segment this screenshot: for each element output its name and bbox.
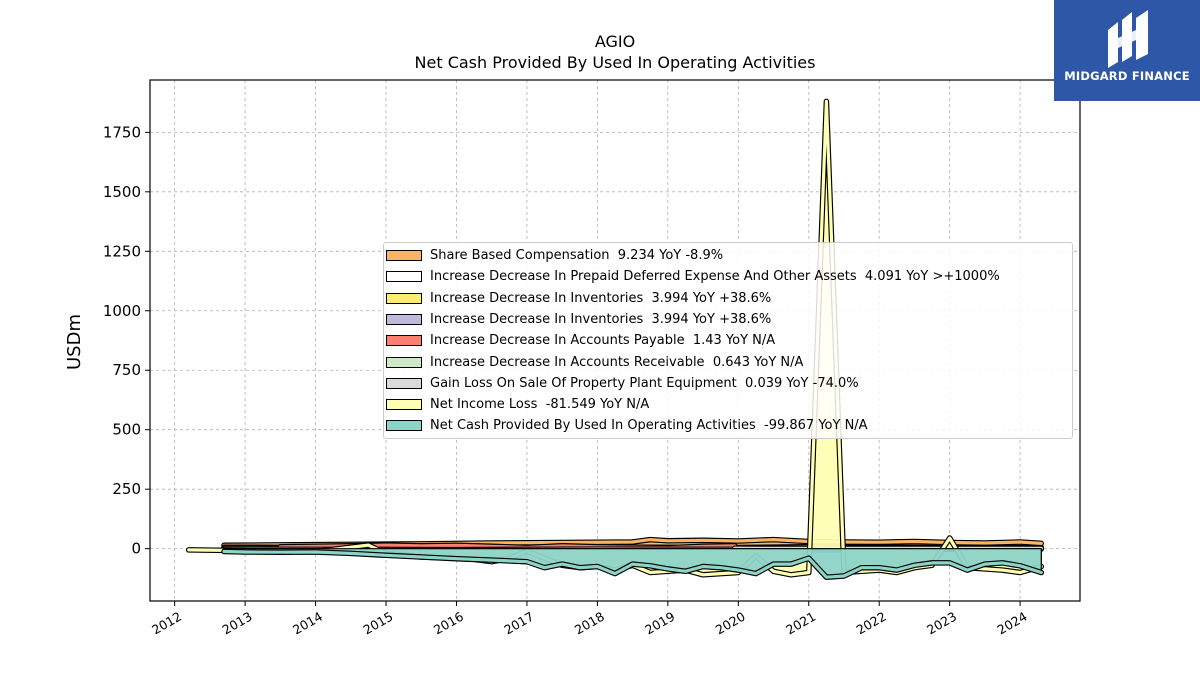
legend-label: Share Based Compensation 9.234 YoY -8.9% [430, 248, 724, 263]
legend-label: Increase Decrease In Inventories 3.994 Y… [430, 290, 772, 306]
x-tick-label: 2015 [360, 609, 395, 638]
x-tick-label: 2022 [854, 609, 889, 638]
legend-item: Increase Decrease In Prepaid Deferred Ex… [386, 266, 1000, 287]
legend-swatch [386, 292, 422, 304]
series-line [222, 549, 1043, 579]
series-layer [185, 98, 1045, 580]
chart-subtitle: Net Cash Provided By Used In Operating A… [415, 53, 816, 72]
y-tick-label: 500 [112, 421, 141, 439]
legend-item: Share Based Compensation 9.234 YoY -8.9% [386, 245, 723, 266]
x-tick-label: 2023 [924, 609, 959, 638]
legend-item: Net Income Loss -81.549 YoY N/A [386, 394, 649, 415]
chart-title: AGIO [595, 32, 635, 51]
legend-item: Increase Decrease In Accounts Receivable… [386, 352, 803, 373]
legend-swatch [386, 250, 422, 261]
y-tick-label: 1000 [103, 302, 141, 320]
y-tick-label: 1250 [103, 242, 141, 260]
x-tick-label: 2014 [290, 609, 325, 638]
legend: Share Based Compensation 9.234 YoY -8.9%… [383, 242, 1073, 439]
y-tick-label: 750 [112, 361, 141, 379]
y-axis-label: USDm [64, 314, 85, 370]
y-tick-label: 1750 [103, 123, 141, 141]
legend-label: Increase Decrease In Inventories 3.994 Y… [430, 311, 772, 327]
x-tick-label: 2019 [642, 609, 677, 638]
legend-swatch [386, 335, 422, 347]
legend-label: Increase Decrease In Accounts Payable 1.… [430, 333, 776, 349]
legend-item: Increase Decrease In Inventories 3.994 Y… [386, 288, 771, 309]
legend-item: Increase Decrease In Inventories 3.994 Y… [386, 309, 771, 330]
x-tick-label: 2020 [713, 609, 748, 638]
x-tick-label: 2016 [431, 609, 466, 638]
plot-frame [149, 79, 1081, 602]
legend-item: Net Cash Provided By Used In Operating A… [386, 415, 868, 436]
brand-name: MIDGARD FINANCE [1064, 69, 1190, 83]
brand-logo: MIDGARD FINANCE [1054, 0, 1200, 101]
legend-swatch [386, 313, 422, 325]
series-8 [221, 548, 1045, 580]
legend-item: Gain Loss On Sale Of Property Plant Equi… [386, 373, 859, 394]
legend-label: Net Cash Provided By Used In Operating A… [430, 418, 868, 434]
legend-label: Net Income Loss -81.549 YoY N/A [430, 397, 650, 413]
x-tick-label: 2017 [501, 609, 536, 638]
x-tick-label: 2013 [220, 609, 255, 638]
y-tick-label: 1500 [103, 183, 141, 201]
legend-swatch [386, 377, 422, 389]
legend-label: Increase Decrease In Prepaid Deferred Ex… [430, 269, 1000, 285]
legend-swatch [386, 356, 422, 368]
legend-label: Gain Loss On Sale Of Property Plant Equi… [430, 375, 859, 391]
y-tick-label: 0 [131, 540, 141, 558]
legend-swatch [386, 399, 422, 411]
x-tick-label: 2021 [783, 609, 818, 638]
x-tick-label: 2024 [995, 609, 1030, 638]
x-tick-label: 2012 [149, 609, 184, 638]
x-tick-label: 2018 [572, 609, 607, 638]
midgard-logo-icon [1108, 10, 1148, 68]
y-tick-label: 250 [112, 480, 141, 498]
legend-item: Increase Decrease In Accounts Payable 1.… [386, 330, 775, 351]
legend-swatch [386, 271, 422, 283]
legend-label: Increase Decrease In Accounts Receivable… [430, 354, 804, 370]
legend-swatch [386, 420, 422, 432]
